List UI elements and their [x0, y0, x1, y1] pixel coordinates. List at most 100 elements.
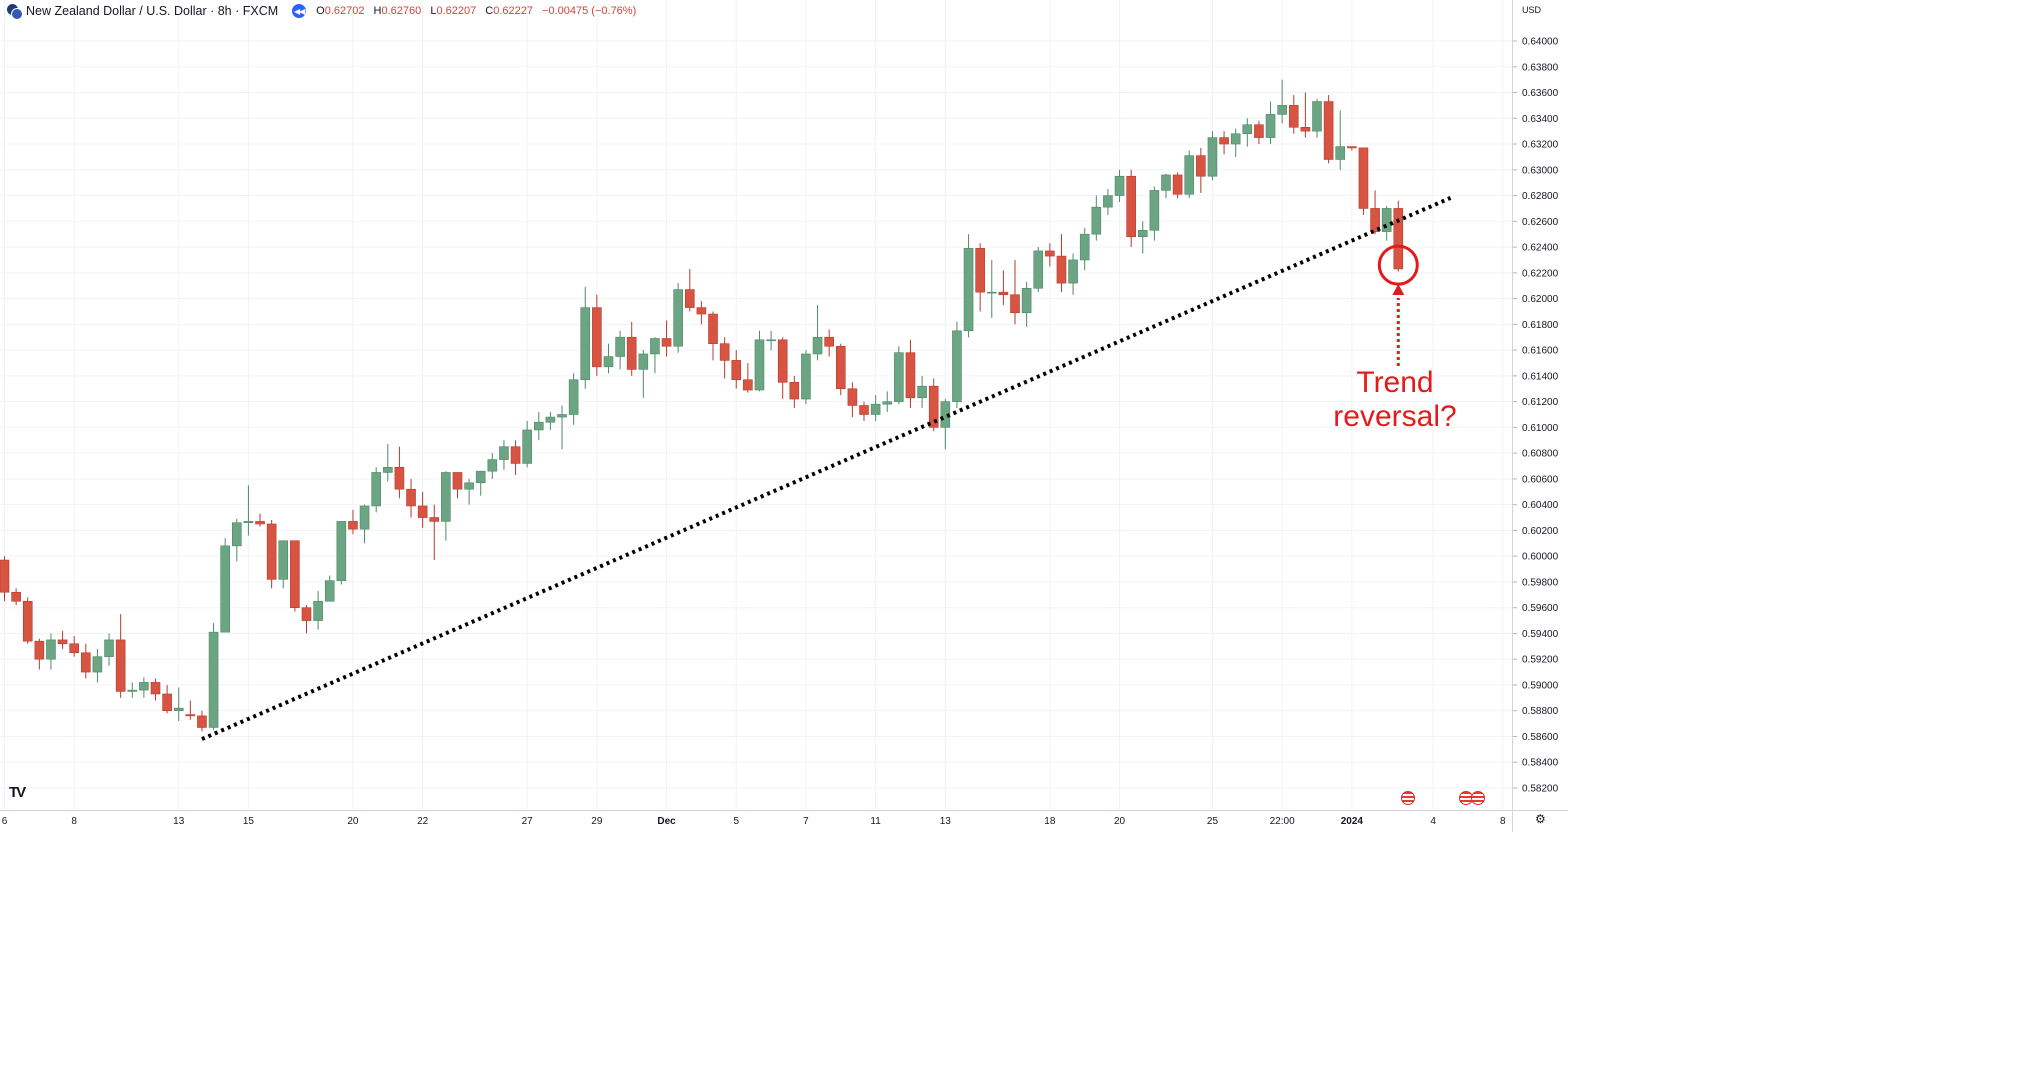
y-tick-label: 0.58200 — [1522, 784, 1559, 795]
y-tick-label: 0.62000 — [1522, 294, 1559, 305]
candle-body — [1126, 175, 1136, 238]
candle-body — [1137, 230, 1148, 238]
candle — [1288, 95, 1299, 134]
x-tick-label: 8 — [71, 816, 77, 827]
candle — [928, 378, 939, 432]
candle — [684, 268, 695, 312]
candle — [1056, 234, 1067, 293]
currency-label[interactable]: USD — [1522, 5, 1542, 15]
candle — [1126, 169, 1136, 248]
candle — [1219, 131, 1229, 155]
candle — [696, 301, 707, 325]
candle-body — [441, 472, 451, 522]
y-tick-label: 0.63800 — [1522, 62, 1559, 73]
overlay — [201, 196, 1452, 741]
x-tick-label: 8 — [1500, 816, 1506, 827]
tradingview-logo[interactable]: TV — [9, 784, 26, 801]
candle-body — [615, 336, 625, 357]
high-prefix: H — [373, 5, 382, 17]
y-tick-label: 0.59000 — [1522, 680, 1559, 691]
x-tick-label: 6 — [2, 816, 8, 827]
y-tick-label: 0.64000 — [1522, 37, 1559, 48]
candle — [34, 638, 45, 670]
candle-body — [34, 640, 45, 660]
candle-body — [1347, 146, 1357, 149]
x-tick-label: 13 — [940, 816, 952, 827]
x-tick-label: 4 — [1430, 816, 1436, 827]
candle-body — [905, 352, 916, 399]
candle-body — [464, 482, 474, 490]
low-value: 0.62207 — [436, 5, 477, 17]
us-event-icon[interactable] — [1471, 791, 1485, 805]
candle-body — [708, 313, 718, 344]
candle-body — [673, 289, 683, 347]
x-tick-label: 18 — [1044, 816, 1056, 827]
change-value: −0.00475 (−0.76%) — [542, 5, 637, 17]
candle-body — [243, 521, 254, 523]
candle — [382, 444, 393, 482]
candle — [394, 446, 405, 499]
candle — [46, 633, 56, 670]
candle — [301, 605, 312, 634]
candle — [1196, 147, 1206, 193]
y-tick-label: 0.63400 — [1522, 114, 1559, 125]
candle-body — [46, 639, 56, 660]
candle — [243, 485, 254, 536]
x-tick-label: 20 — [347, 816, 359, 827]
candle — [940, 399, 951, 450]
symbol-title[interactable]: New Zealand Dollar / U.S. Dollar · 8h · … — [26, 4, 279, 18]
us-event-icon[interactable] — [1401, 791, 1415, 805]
candle — [719, 337, 730, 379]
candle — [510, 440, 521, 476]
candle-body — [197, 715, 207, 728]
open-value: 0.62702 — [324, 5, 365, 17]
candle-body — [1161, 174, 1171, 191]
candle-body — [1149, 190, 1160, 231]
candle-body — [150, 682, 161, 695]
x-tick-label: 11 — [870, 816, 881, 827]
candle-body — [1021, 287, 1032, 314]
candle-body — [255, 521, 265, 525]
candle-body — [1045, 250, 1055, 257]
candle-body — [1312, 101, 1322, 132]
candle — [650, 337, 660, 374]
candle — [185, 700, 196, 720]
y-tick-label: 0.62800 — [1522, 191, 1559, 202]
candle — [1323, 95, 1334, 164]
y-tick-label: 0.63000 — [1522, 165, 1559, 176]
candle-body — [812, 336, 823, 355]
candle-body — [777, 339, 788, 383]
candle-body — [220, 545, 230, 633]
candle — [1021, 281, 1032, 327]
candle — [824, 329, 834, 357]
candle — [81, 643, 91, 679]
candle — [801, 350, 811, 405]
candle — [359, 504, 370, 544]
price-chart[interactable]: 0.64000 0.63800 0.63600 0.63400 0.63200 0.630… — [0, 0, 1568, 832]
candle — [789, 375, 800, 409]
candle — [1312, 98, 1322, 138]
candle-body — [348, 521, 358, 530]
candle — [104, 633, 114, 666]
candle — [1045, 243, 1055, 267]
candle-body — [115, 639, 126, 692]
candle — [963, 234, 974, 338]
candle-body — [1103, 195, 1113, 208]
candle-body — [1207, 137, 1218, 177]
candle-body — [173, 707, 184, 712]
y-tick-label: 0.61200 — [1522, 397, 1559, 408]
candle — [115, 614, 126, 698]
candle-body — [696, 307, 707, 315]
candle-body — [1068, 259, 1078, 284]
gear-icon[interactable]: ⚙ — [1535, 812, 1546, 826]
candle — [487, 453, 498, 479]
replay-icon[interactable]: ◀◀ — [292, 4, 307, 18]
candle-body — [139, 682, 149, 691]
y-tick-label: 0.60200 — [1522, 526, 1559, 537]
candle — [499, 440, 509, 470]
candle-body — [975, 248, 985, 293]
candle — [743, 362, 753, 393]
candle-body — [487, 459, 498, 472]
close-value: 0.62227 — [493, 5, 533, 17]
y-tick-label: 0.59800 — [1522, 577, 1559, 588]
